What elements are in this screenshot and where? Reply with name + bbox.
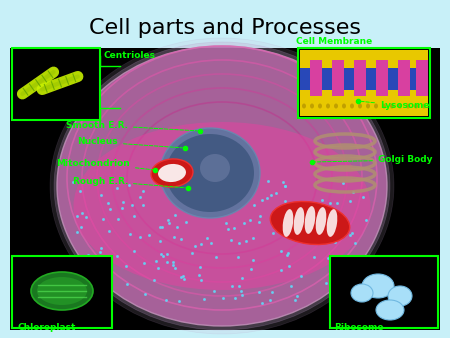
Ellipse shape bbox=[316, 207, 326, 235]
Ellipse shape bbox=[334, 103, 338, 108]
Bar bbox=[298, 48, 430, 118]
Ellipse shape bbox=[382, 103, 386, 108]
Ellipse shape bbox=[351, 284, 373, 302]
Ellipse shape bbox=[302, 103, 306, 108]
Bar bbox=[12, 48, 100, 120]
Text: Cell parts and Processes: Cell parts and Processes bbox=[89, 18, 361, 38]
Ellipse shape bbox=[318, 103, 322, 108]
Ellipse shape bbox=[50, 38, 394, 334]
Ellipse shape bbox=[270, 201, 350, 244]
Ellipse shape bbox=[327, 209, 338, 237]
Ellipse shape bbox=[390, 103, 394, 108]
Ellipse shape bbox=[356, 99, 374, 117]
Ellipse shape bbox=[57, 46, 387, 326]
Bar bbox=[10, 48, 440, 330]
Bar bbox=[416, 60, 428, 96]
Text: Smooth E.R.: Smooth E.R. bbox=[66, 121, 197, 131]
Ellipse shape bbox=[362, 274, 394, 298]
Ellipse shape bbox=[31, 272, 93, 310]
Bar bbox=[354, 60, 366, 96]
Ellipse shape bbox=[283, 209, 293, 237]
Ellipse shape bbox=[73, 122, 370, 290]
Ellipse shape bbox=[358, 103, 362, 108]
Text: Nucleus: Nucleus bbox=[77, 138, 182, 148]
Ellipse shape bbox=[422, 103, 426, 108]
Text: Chloroplast: Chloroplast bbox=[18, 323, 76, 332]
Ellipse shape bbox=[166, 134, 254, 212]
Ellipse shape bbox=[406, 103, 410, 108]
Text: Golgi Body: Golgi Body bbox=[315, 155, 432, 165]
Text: Lysosome: Lysosome bbox=[361, 101, 429, 111]
Text: Centrioles: Centrioles bbox=[103, 51, 155, 61]
Ellipse shape bbox=[305, 206, 315, 234]
Bar bbox=[330, 256, 438, 328]
Ellipse shape bbox=[339, 91, 357, 109]
Ellipse shape bbox=[319, 87, 337, 105]
Ellipse shape bbox=[374, 103, 378, 108]
Bar bbox=[310, 60, 322, 96]
Ellipse shape bbox=[398, 103, 402, 108]
Ellipse shape bbox=[151, 159, 193, 187]
Ellipse shape bbox=[350, 103, 354, 108]
Ellipse shape bbox=[299, 91, 317, 109]
Bar bbox=[300, 68, 428, 90]
Bar bbox=[332, 60, 344, 96]
Ellipse shape bbox=[294, 207, 304, 235]
Bar bbox=[300, 50, 428, 116]
Ellipse shape bbox=[37, 277, 87, 305]
Bar bbox=[12, 256, 112, 328]
Ellipse shape bbox=[414, 103, 418, 108]
Ellipse shape bbox=[376, 300, 404, 320]
Ellipse shape bbox=[160, 128, 260, 218]
Ellipse shape bbox=[310, 103, 314, 108]
Ellipse shape bbox=[326, 103, 330, 108]
Text: Rough E.R.: Rough E.R. bbox=[72, 176, 185, 188]
Ellipse shape bbox=[366, 103, 370, 108]
Ellipse shape bbox=[54, 42, 390, 330]
Text: Ribosome: Ribosome bbox=[334, 323, 383, 332]
Text: Mitochondrion: Mitochondrion bbox=[56, 159, 152, 170]
Bar bbox=[376, 60, 388, 96]
Ellipse shape bbox=[200, 154, 230, 182]
Bar bbox=[398, 60, 410, 96]
Text: Cell Membrane: Cell Membrane bbox=[296, 38, 372, 47]
Ellipse shape bbox=[388, 286, 412, 306]
Ellipse shape bbox=[342, 103, 346, 108]
Ellipse shape bbox=[158, 164, 186, 182]
